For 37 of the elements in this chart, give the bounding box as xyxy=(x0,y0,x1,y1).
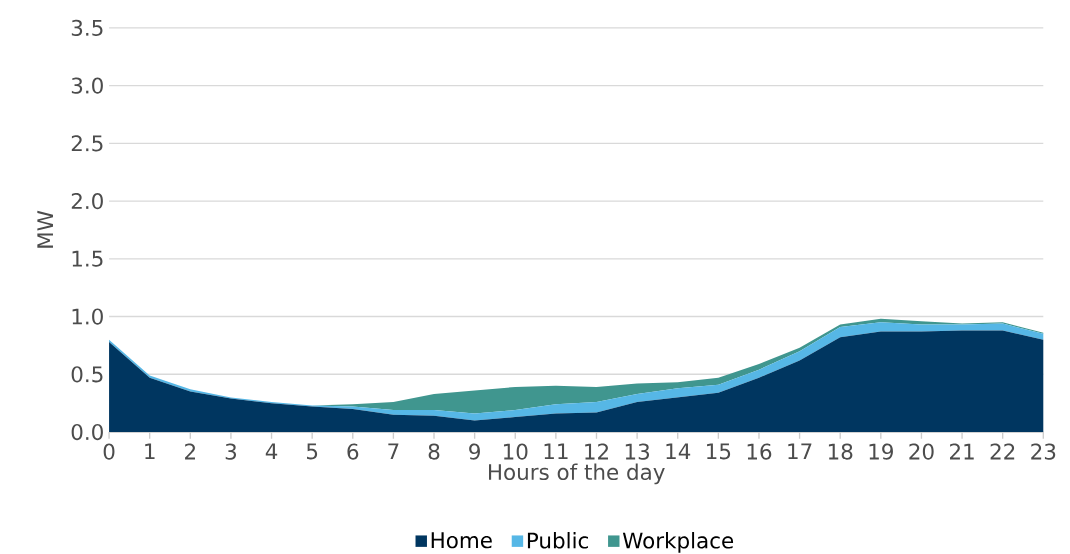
x-tick-label: 2 xyxy=(185,443,195,460)
x-tick-label: 5 xyxy=(307,443,318,460)
y-tick-label: 0.0 xyxy=(71,423,103,441)
x-tick-label: 17 xyxy=(788,443,812,460)
y-axis-title: MW xyxy=(37,210,53,248)
x-tick-label: 4 xyxy=(265,443,278,460)
x-tick-label: 21 xyxy=(950,443,974,460)
x-tick-label: 1 xyxy=(145,443,155,460)
legend-label: Home xyxy=(431,532,492,549)
y-tick-label: 3.5 xyxy=(71,19,103,36)
legend-label: Workplace xyxy=(622,532,734,553)
y-tick-label: 0.5 xyxy=(71,366,103,383)
y-tick-label: 3.0 xyxy=(71,77,103,94)
x-tick-label: 18 xyxy=(828,443,853,460)
x-tick-label: 7 xyxy=(388,443,399,460)
y-tick-label: 1.5 xyxy=(72,250,103,267)
y-tick-label: 1.0 xyxy=(72,308,103,325)
x-tick-label: 6 xyxy=(347,443,359,460)
x-axis-title: Hours of the day xyxy=(489,463,665,485)
x-tick-label: 12 xyxy=(585,443,608,460)
legend-label: Public xyxy=(527,532,588,549)
x-tick-label: 20 xyxy=(909,443,934,460)
x-tick-label: 10 xyxy=(503,443,528,460)
x-tick-label: 15 xyxy=(707,443,731,460)
x-tick-label: 11 xyxy=(544,443,568,460)
x-tick-label: 22 xyxy=(990,443,1015,460)
x-tick-label: 16 xyxy=(747,443,772,460)
y-tick-label: 2.0 xyxy=(71,192,103,210)
y-tick-label: 2.5 xyxy=(71,135,103,152)
x-tick-label: 8 xyxy=(428,443,440,460)
x-tick-label: 23 xyxy=(1031,443,1056,460)
x-tick-label: 19 xyxy=(869,443,893,460)
x-tick-label: 3 xyxy=(225,443,237,460)
x-tick-label: 0 xyxy=(103,443,115,460)
x-tick-label: 9 xyxy=(469,443,480,460)
x-tick-label: 14 xyxy=(666,443,691,460)
x-tick-label: 13 xyxy=(625,443,650,460)
